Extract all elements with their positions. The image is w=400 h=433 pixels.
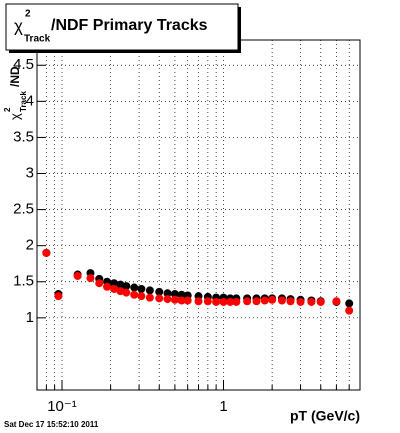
title-box [5,3,239,51]
marker [286,297,295,306]
y-label: χ 2 Track /ND [3,66,28,120]
timestamp: Sat Dec 17 15:52:10 2011 [4,420,99,429]
y-label-sup: 2 [3,107,12,112]
marker [103,282,112,291]
marker [145,293,154,302]
title-text: /NDF Primary Tracks [51,17,208,34]
marker [212,297,221,306]
y-tick-label: 4.5 [13,56,34,73]
y-label-symbol: χ [7,113,22,120]
y-label-text: /ND [8,66,22,87]
marker [226,297,235,306]
marker [86,274,95,283]
marker [163,295,172,304]
marker [73,271,82,280]
marker [122,282,131,291]
marker [252,297,261,306]
marker [316,297,325,306]
y-tick-label: 2.5 [13,201,34,218]
marker [232,297,241,306]
marker [296,297,305,306]
marker [194,297,203,306]
marker [268,295,277,304]
marker [163,289,172,298]
y-tick-label: 1.5 [13,273,34,290]
y-label-sub: Track [19,91,28,112]
plot-area: 1 1.5 2 2.5 3 3.5 4 4.5 10⁻¹ 1 [13,40,361,415]
marker [177,296,186,305]
marker [203,297,212,306]
marker [137,292,146,301]
title-sup: 2 [25,9,31,20]
y-tick-label: 4 [26,92,34,109]
y-tick-label: 3.5 [13,128,34,145]
marker [145,286,154,295]
title-symbol: χ [14,16,23,35]
marker [243,297,252,306]
title-sub: Track [24,34,51,45]
marker [345,299,354,308]
marker [54,292,63,301]
marker [170,290,179,299]
marker [137,284,146,293]
marker [183,296,192,305]
marker [110,284,119,293]
marker [219,297,228,306]
y-tick-label: 3 [26,164,34,181]
marker [307,297,316,306]
x-tick-label: 10⁻¹ [47,398,77,415]
marker [42,248,51,257]
y-tick-label: 1 [26,309,34,326]
marker [345,306,354,315]
marker [110,279,119,288]
y-tick-label: 2 [26,237,34,254]
marker [177,290,186,299]
x-tick-label: 1 [219,398,227,415]
marker [130,290,139,299]
marker [155,294,164,303]
marker [155,287,164,296]
marker [122,288,131,297]
x-label: pT (GeV/c) [290,408,360,424]
marker [277,296,286,305]
marker [130,283,139,292]
marker [332,297,341,306]
marker [260,296,269,305]
marker [170,295,179,304]
marker [95,279,104,288]
